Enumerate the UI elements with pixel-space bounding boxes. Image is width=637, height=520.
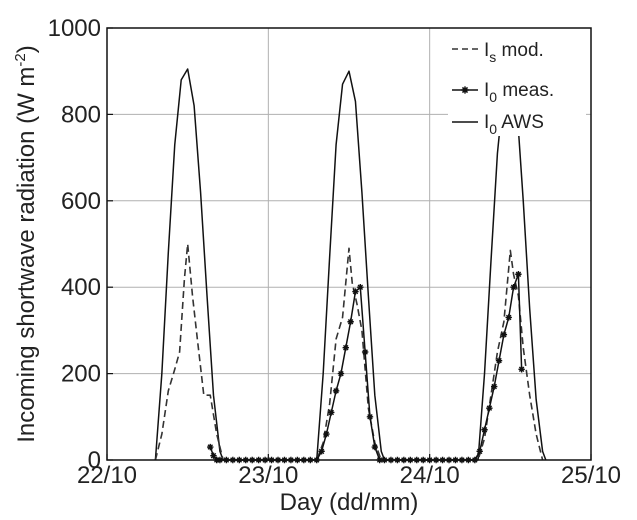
series-marker-1-30	[371, 443, 379, 451]
series-marker-1-19	[318, 448, 325, 455]
series-marker-1-53	[505, 314, 512, 321]
x-axis-title: Day (dd/mm)	[280, 489, 419, 516]
series-marker-1-1	[210, 452, 217, 459]
y-tick-label-4: 800	[61, 101, 101, 128]
legend-label-i0-meas-rest: meas.	[497, 80, 554, 101]
legend-label-is-mod-sub: s	[489, 49, 496, 65]
y-tick-label-2: 400	[61, 274, 101, 301]
series-marker-1-49	[486, 404, 493, 412]
y-tick-label-0: 0	[88, 447, 101, 474]
y-tick-label-3: 600	[61, 188, 101, 215]
plot-frame	[106, 27, 592, 461]
series-marker-1-29	[366, 413, 374, 420]
x-tick-label-0: 22/10	[77, 462, 137, 489]
legend-label-i0-meas-sub: 0	[489, 89, 497, 105]
x-tick-label-1: 23/10	[238, 462, 298, 489]
y-axis-title-main: Incoming shortwave radiation (W m	[13, 67, 40, 443]
series-marker-1-55	[515, 271, 522, 278]
legend-label-is-mod-main: I	[484, 40, 489, 61]
series-marker-1-48	[481, 426, 488, 433]
legend-star-marker	[461, 86, 469, 94]
series-marker-1-56	[518, 366, 525, 373]
y-tick-label-1: 200	[61, 361, 101, 388]
series-marker-1-26	[352, 288, 359, 295]
series-marker-1-20	[323, 430, 330, 438]
series-marker-1-50	[491, 383, 498, 390]
legend-star-glyph	[461, 86, 469, 94]
ticks: 22/10 23/10 24/10 25/10 0 200 400 600 800 1000	[48, 15, 621, 489]
legend: Is mod. I0 meas. I0 AWS	[448, 34, 586, 137]
series-marker-1-27	[357, 284, 364, 291]
series-line-0	[154, 243, 544, 461]
legend-label-i0-meas-main: I	[484, 80, 489, 101]
x-tick-label-2: 24/10	[400, 462, 460, 489]
y-tick-label-5: 1000	[48, 15, 101, 42]
series-marker-1-21	[328, 409, 335, 416]
series-marker-1-28	[361, 348, 369, 356]
series-marker-1-22	[332, 387, 340, 395]
series-marker-1-24	[342, 344, 349, 351]
y-axis-title: Incoming shortwave radiation (W m-2)	[12, 45, 40, 442]
legend-label-is-mod: Is mod.	[484, 40, 544, 65]
legend-label-is-mod-rest: mod.	[496, 40, 544, 61]
y-axis-title-superscript: -2	[12, 53, 29, 66]
legend-background	[448, 34, 586, 136]
legend-label-i0-aws-main: I	[484, 112, 489, 133]
series-marker-1-52	[500, 331, 508, 338]
legend-label-i0-aws: I0 AWS	[484, 112, 544, 137]
legend-label-i0-meas: I0 meas.	[484, 80, 554, 105]
series-marker-1-54	[510, 284, 517, 291]
legend-label-i0-aws-sub: 0	[489, 121, 497, 137]
series-marker-1-51	[495, 357, 503, 364]
series-marker-1-0	[207, 443, 214, 451]
x-tick-label-3: 25/10	[561, 462, 621, 489]
series-marker-1-25	[347, 318, 354, 325]
series-marker-1-47	[476, 448, 483, 455]
y-axis-title-close: )	[13, 45, 40, 53]
legend-label-i0-aws-rest: AWS	[497, 112, 544, 133]
series-marker-1-23	[337, 370, 345, 377]
